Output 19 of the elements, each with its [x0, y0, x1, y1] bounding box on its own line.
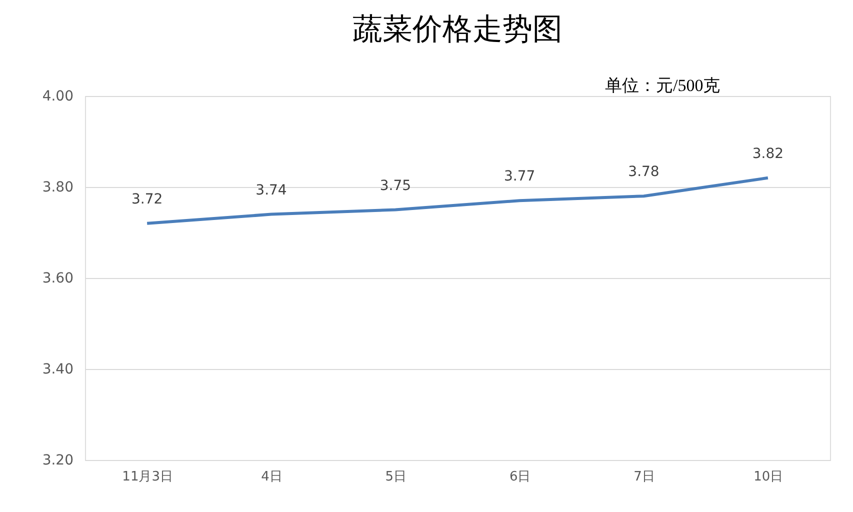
y-tick-label: 3.60 [42, 270, 74, 286]
data-label: 3.78 [628, 164, 660, 180]
data-label: 3.72 [131, 191, 163, 208]
chart-title: 蔬菜价格走势图 [352, 13, 562, 46]
x-tick-label: 10日 [754, 470, 784, 484]
text: 单位：元/500克 [605, 76, 720, 95]
x-tick-label: 7日 [634, 470, 655, 484]
y-tick-label: 3.20 [42, 452, 74, 468]
x-tick-label: 11月3日 [122, 470, 173, 484]
y-tick-label: 3.80 [42, 180, 74, 196]
x-tick-label: 6日 [509, 470, 531, 484]
y-tick-label: 4.00 [42, 88, 74, 104]
data-label: 3.82 [752, 146, 784, 162]
y-tick-label: 3.40 [42, 362, 74, 378]
data-label: 3.74 [256, 182, 287, 198]
data-label: 3.77 [504, 168, 536, 185]
x-tick-label: 4日 [261, 470, 282, 484]
data-label: 3.75 [380, 178, 412, 194]
x-tick-label: 5日 [385, 470, 407, 484]
